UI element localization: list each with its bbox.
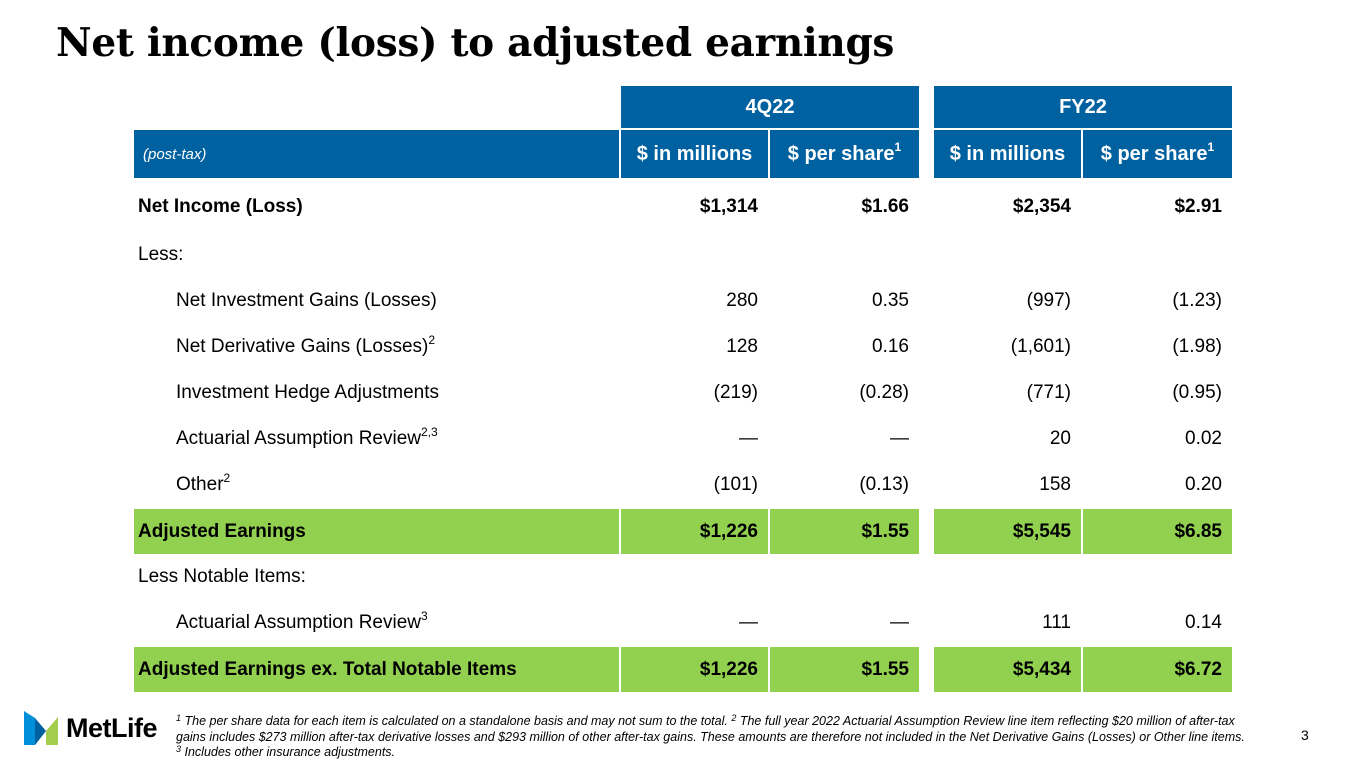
metlife-logo: MetLife — [24, 711, 158, 745]
metlife-logo-icon — [24, 711, 58, 745]
row-investment-hedge-label: Investment Hedge Adjustments — [176, 382, 439, 403]
table-cell: 280 — [726, 290, 758, 311]
row-less-notable-items-label: Less Notable Items: — [138, 566, 306, 587]
col-fy22-millions: $ in millions — [934, 130, 1081, 178]
table-cell: 111 — [1042, 612, 1071, 633]
row-net-investment-gains-label: Net Investment Gains (Losses) — [176, 290, 437, 311]
row-notable-actuarial-review-label: Actuarial Assumption Review 3 — [176, 609, 428, 633]
table-cell: $5,545 — [934, 509, 1081, 554]
table-cell: (219) — [713, 382, 758, 403]
row-adjusted-earnings-ex-notable-label: Adjusted Earnings ex. Total Notable Item… — [134, 647, 619, 692]
col-4q22-millions: $ in millions — [621, 130, 768, 178]
table-cell: $2,354 — [1012, 196, 1071, 217]
table-cell: — — [739, 428, 758, 449]
table-cell: $1.55 — [770, 509, 919, 554]
table-cell: (0.28) — [859, 382, 909, 403]
page-title: Net income (loss) to adjusted earnings — [56, 20, 895, 66]
row-net-derivative-gains-label: Net Derivative Gains (Losses) 2 — [176, 333, 436, 357]
table-cell: (101) — [713, 474, 758, 495]
metlife-logo-text: MetLife — [66, 712, 158, 743]
table-cell: 0.16 — [872, 336, 909, 357]
table-cell: $6.85 — [1083, 509, 1232, 554]
table-cell: $1,226 — [621, 647, 768, 692]
table-cell: 0.14 — [1185, 612, 1222, 633]
table-cell: 128 — [726, 336, 758, 357]
row-less-label: Less: — [138, 244, 184, 265]
table-cell: 0.02 — [1185, 428, 1222, 449]
row-other-label: Other 2 — [176, 471, 231, 495]
header-fy22: FY22 — [934, 86, 1232, 128]
header-4q22: 4Q22 — [621, 86, 919, 128]
row-adjusted-earnings-label: Adjusted Earnings — [134, 509, 619, 554]
table-cell: — — [890, 428, 909, 449]
table-cell: — — [739, 612, 758, 633]
table-cell: 20 — [1049, 428, 1071, 449]
table-cell: (0.95) — [1172, 382, 1222, 403]
row-net-income-label: Net Income (Loss) — [138, 196, 303, 217]
table-cell: (997) — [1026, 290, 1071, 311]
table-cell: $1,226 — [621, 509, 768, 554]
table-cell: (1.98) — [1172, 336, 1222, 357]
row-actuarial-review-label: Actuarial Assumption Review 2,3 — [176, 425, 438, 449]
table-cell: $1.66 — [861, 196, 909, 217]
table-cell: (0.13) — [859, 474, 909, 495]
table-cell: (1.23) — [1172, 290, 1222, 311]
post-tax-label: (post-tax) — [134, 130, 619, 178]
col-fy22-per-share: $ per share 1 — [1083, 130, 1232, 178]
table-cell: 0.20 — [1185, 474, 1222, 495]
table-cell: $6.72 — [1083, 647, 1232, 692]
table-cell: 158 — [1039, 474, 1071, 495]
table-cell: $1.55 — [770, 647, 919, 692]
table-cell: — — [890, 612, 909, 633]
table-cell: 0.35 — [872, 290, 909, 311]
table-cell: $5,434 — [934, 647, 1081, 692]
table-cell: (1,601) — [1010, 336, 1071, 357]
table-cell: $2.91 — [1174, 196, 1222, 217]
table-cell: $1,314 — [699, 196, 758, 217]
footnote: 1 The per share data for each item is ca… — [176, 713, 1245, 759]
col-4q22-per-share: $ per share 1 — [770, 130, 919, 178]
table-cell: (771) — [1026, 382, 1071, 403]
page-number: 3 — [1301, 727, 1309, 743]
